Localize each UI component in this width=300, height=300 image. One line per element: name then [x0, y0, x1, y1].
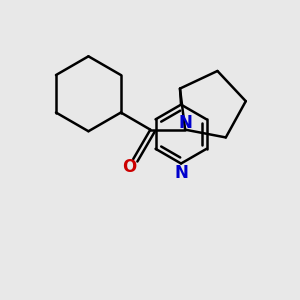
Text: N: N: [175, 164, 188, 181]
Text: N: N: [178, 114, 192, 132]
Text: O: O: [122, 158, 136, 176]
